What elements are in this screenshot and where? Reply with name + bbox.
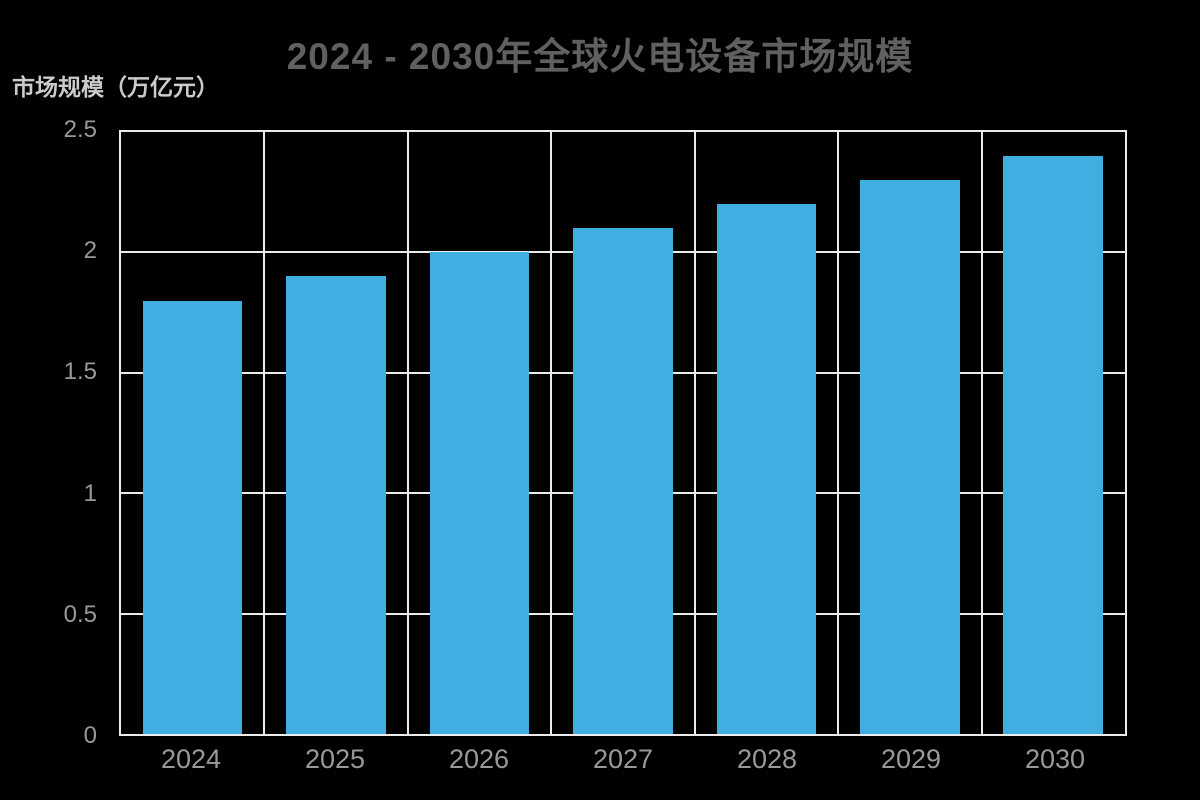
- x-tick-label: 2026: [448, 744, 510, 774]
- y-tick-label: 0.5: [63, 600, 97, 628]
- bar-2029: [860, 180, 960, 734]
- bar-column-2030: [982, 132, 1125, 734]
- y-axis-title: 市场规模（万亿元）: [12, 74, 219, 100]
- vertical-gridline: [980, 132, 983, 734]
- y-tick-label: 2.5: [63, 116, 97, 143]
- vertical-gridline: [837, 132, 840, 734]
- bar-series: [121, 132, 1125, 734]
- y-tick-label: 1: [83, 479, 97, 507]
- vertical-gridline: [263, 132, 266, 734]
- x-tick-label: 2024: [160, 744, 222, 774]
- vertical-gridline: [406, 132, 409, 734]
- bar-2026: [429, 252, 530, 734]
- chart-title: 2024 - 2030年全球火电设备市场规模: [286, 36, 914, 77]
- vertical-gridline: [693, 132, 696, 734]
- bar-2030: [1003, 156, 1103, 734]
- bar-column-2027: [551, 132, 694, 734]
- x-axis-tick-labels: 2024 2025 2026 2027 2028 2029 2030: [119, 744, 1127, 775]
- vertical-gridline: [550, 132, 553, 734]
- y-tick-label: 0: [83, 722, 97, 749]
- bar-2027: [573, 228, 673, 734]
- bar-column-2029: [838, 132, 981, 734]
- y-tick-label: 1.5: [63, 358, 97, 386]
- plot-area: [119, 130, 1127, 736]
- bar-column-2025: [264, 132, 407, 734]
- x-tick-label: 2029: [880, 744, 942, 774]
- x-tick-label: 2028: [736, 744, 798, 774]
- y-axis-tick-labels: 0 0.5 1 1.5 2 2.5: [0, 116, 107, 749]
- bar-column-2026: [408, 132, 551, 734]
- bar-column-2024: [121, 132, 264, 734]
- x-tick-label: 2027: [592, 744, 654, 774]
- bar-2025: [286, 276, 386, 734]
- x-tick-label: 2030: [1024, 744, 1086, 774]
- bar-2024: [142, 300, 243, 734]
- x-tick-label: 2025: [304, 744, 366, 774]
- bar-column-2028: [695, 132, 838, 734]
- y-tick-label: 2: [83, 237, 97, 265]
- bar-2028: [716, 204, 817, 734]
